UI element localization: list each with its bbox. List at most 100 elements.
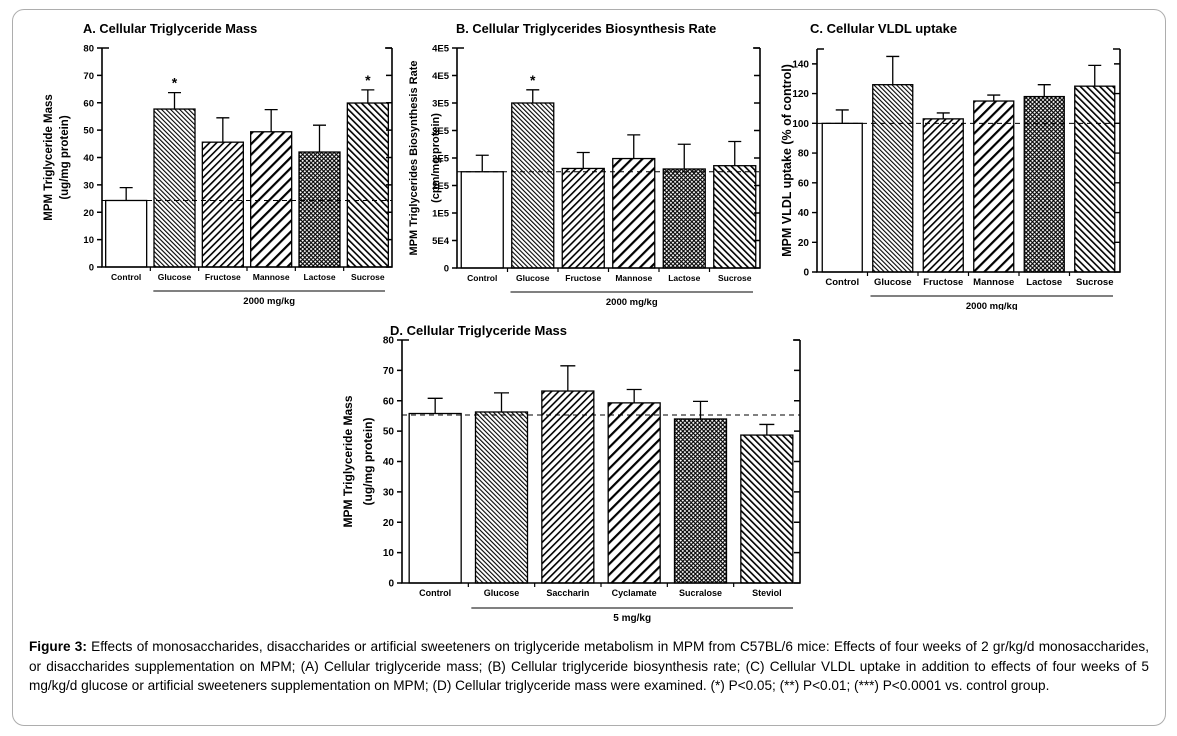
error-bar [835,109,849,124]
chart-title: B. Cellular Triglycerides Biosynthesis R… [456,21,716,36]
error-bar [693,400,708,419]
y-axis-label: MPM Triglyceride Mass [341,395,355,527]
bar-control [105,199,148,268]
figure-caption: Figure 3: Effects of monosaccharides, di… [29,637,1149,696]
figure-caption-label: Figure 3: [29,639,87,654]
x-category-label: Glucose [516,273,550,283]
chart-d-cellular-triglyceride-mass: D. Cellular Triglyceride Mass MPM Triglyc… [341,323,801,624]
error-bar [313,124,326,153]
x-category-label: Sucralose [679,588,722,598]
y-axis-label: (ug/mg protein) [59,115,71,199]
bar-mannose [250,131,293,268]
y-tick-label: 40 [383,457,395,468]
y-tick-label: 60 [383,396,395,407]
x-category-label: Lactose [303,272,335,282]
error-bar [677,143,691,169]
y-tick-label: 20 [83,208,94,219]
significance-marker: * [172,75,178,91]
error-bar [1037,84,1051,97]
bar-saccharin [541,390,595,584]
bar-fructose [922,118,964,273]
x-category-label: Steviol [752,588,782,598]
x-category-label: Lactose [1026,277,1062,288]
bar-sucrose [346,102,389,268]
error-bar [627,134,641,159]
x-category-label: Glucose [484,588,520,598]
bar-glucose [511,102,555,269]
x-category-label: Control [419,588,451,598]
y-tick-label: 80 [383,336,395,347]
error-bar [560,365,576,392]
dose-group-label: 5 mg/kg [613,613,651,624]
y-tick-label: 3E5 [432,99,450,110]
bar-control [821,122,863,273]
bar-sucrose [1074,85,1116,273]
error-bar [494,392,509,412]
y-tick-label: 60 [83,98,94,109]
y-tick-label: 70 [383,366,395,377]
y-tick-label: 0 [444,264,449,275]
y-tick-label: 50 [83,126,94,137]
y-axis-label: MPM Triglycerides Biosynthesis Rate [408,60,420,255]
x-category-label: Lactose [668,273,700,283]
x-category-label: Glucose [158,272,192,282]
chart-title: A. Cellular Triglyceride Mass [83,21,257,36]
bar-glucose [872,84,914,273]
error-bar [886,55,900,85]
y-tick-label: 80 [798,149,810,160]
bar-fructose [201,141,244,268]
bar-glucose [153,108,196,268]
y-tick-label: 140 [792,59,809,70]
error-bar [264,108,278,132]
error-bar [475,154,489,172]
x-category-label: Mannose [615,273,652,283]
error-bar [759,423,775,436]
error-bar [216,117,230,143]
dose-group-label: 2000 mg/kg [243,296,295,307]
chart-b-triglycerides-biosynthesis-rate: B. Cellular Triglycerides Biosynthesis R… [408,21,761,308]
bar-fructose [561,167,605,269]
x-category-label: Control [467,273,497,283]
error-bar [1088,64,1102,87]
y-tick-label: 40 [83,153,94,164]
y-tick-label: 20 [798,238,810,249]
error-bar [526,89,540,103]
y-tick-label: 0 [388,579,394,590]
y-tick-label: 0 [803,268,809,279]
y-tick-label: 50 [383,427,395,438]
bar-control [460,171,504,269]
y-tick-label: 0 [89,263,94,274]
x-category-label: Mannose [253,272,290,282]
x-category-label: Mannose [973,277,1014,288]
y-tick-label: 100 [792,119,809,130]
bar-glucose [474,411,529,584]
error-bar [361,89,375,104]
bar-cyclamate [607,402,661,584]
x-category-label: Sucrose [718,273,752,283]
x-category-label: Control [111,272,141,282]
y-tick-label: 10 [383,548,395,559]
bar-steviol [740,434,794,584]
error-bar [626,388,642,403]
chart-title: C. Cellular VLDL uptake [810,21,957,36]
chart-title: D. Cellular Triglyceride Mass [390,323,567,338]
error-bar [728,140,742,166]
error-bar [119,186,133,201]
y-tick-label: 20 [383,518,395,529]
error-bar [936,112,950,119]
bar-mannose [973,100,1015,273]
figure-caption-text: Effects of monosaccharides, disaccharide… [29,639,1150,694]
y-tick-label: 120 [792,89,809,100]
error-bar [168,91,181,110]
y-tick-label: 30 [83,180,94,191]
chart-a-cellular-triglyceride-mass: A. Cellular Triglyceride Mass MPM Triglyc… [43,21,393,307]
y-tick-label: 1E5 [432,209,450,220]
significance-marker: * [365,72,371,88]
y-tick-label: 70 [83,71,94,82]
y-axis-label: (ug/mg protein) [361,418,375,506]
dose-group-label: 2000 mg/kg [606,297,658,308]
x-category-label: Sucrose [1076,277,1114,288]
error-bar [427,397,443,414]
y-tick-label: 60 [798,178,810,189]
